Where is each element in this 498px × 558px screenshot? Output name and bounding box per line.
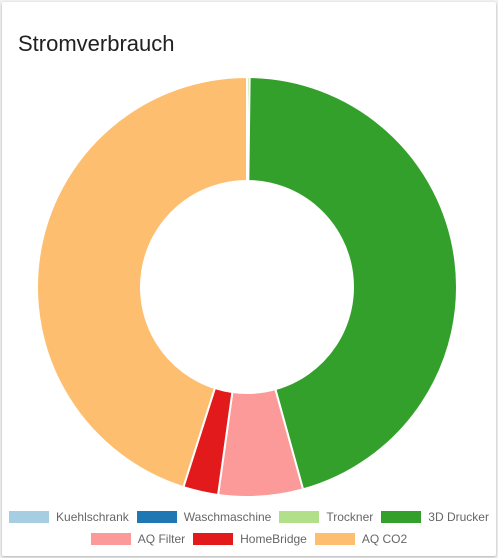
legend-swatch [90,533,131,545]
card-title: Stromverbrauch [18,31,175,56]
legend-swatch [136,511,177,523]
legend-item-aq-co2[interactable]: AQ CO2 [314,532,408,546]
legend-row: Kuehlschrank Waschmaschine Trockner 3D Druc… [2,506,496,528]
legend-swatch [9,511,50,523]
legend-label: Kuehlschrank [56,510,129,524]
slice-3d-drucker[interactable] [247,76,458,491]
legend-item-kuehlschrank[interactable]: Kuehlschrank [9,510,129,524]
legend-item-waschmaschine[interactable]: Waschmaschine [136,510,272,524]
legend-label: 3D Drucker [428,510,489,524]
legend-swatch [381,511,422,523]
legend-swatch [314,533,355,545]
legend-label: Trockner [326,510,374,524]
legend-row: AQ Filter HomeBridge AQ CO2 [2,528,496,550]
legend-label: AQ CO2 [361,532,408,546]
legend-item-trockner[interactable]: Trockner [279,510,373,524]
legend-item-homebridge[interactable]: HomeBridge [193,532,307,546]
chart-slices [36,75,458,498]
legend-item-aq-filter[interactable]: AQ Filter [90,532,186,546]
slice-aq-co2[interactable] [36,75,248,489]
legend-label: HomeBridge [240,532,307,546]
legend-swatch [193,533,234,545]
legend-swatch [279,511,320,523]
doughnut-chart [36,75,458,498]
legend-label: Waschmaschine [183,510,272,524]
chart-legend: Kuehlschrank Waschmaschine Trockner 3D Druc… [2,506,496,550]
legend-item-3d-drucker[interactable]: 3D Drucker [381,510,489,524]
legend-label: AQ Filter [137,532,186,546]
